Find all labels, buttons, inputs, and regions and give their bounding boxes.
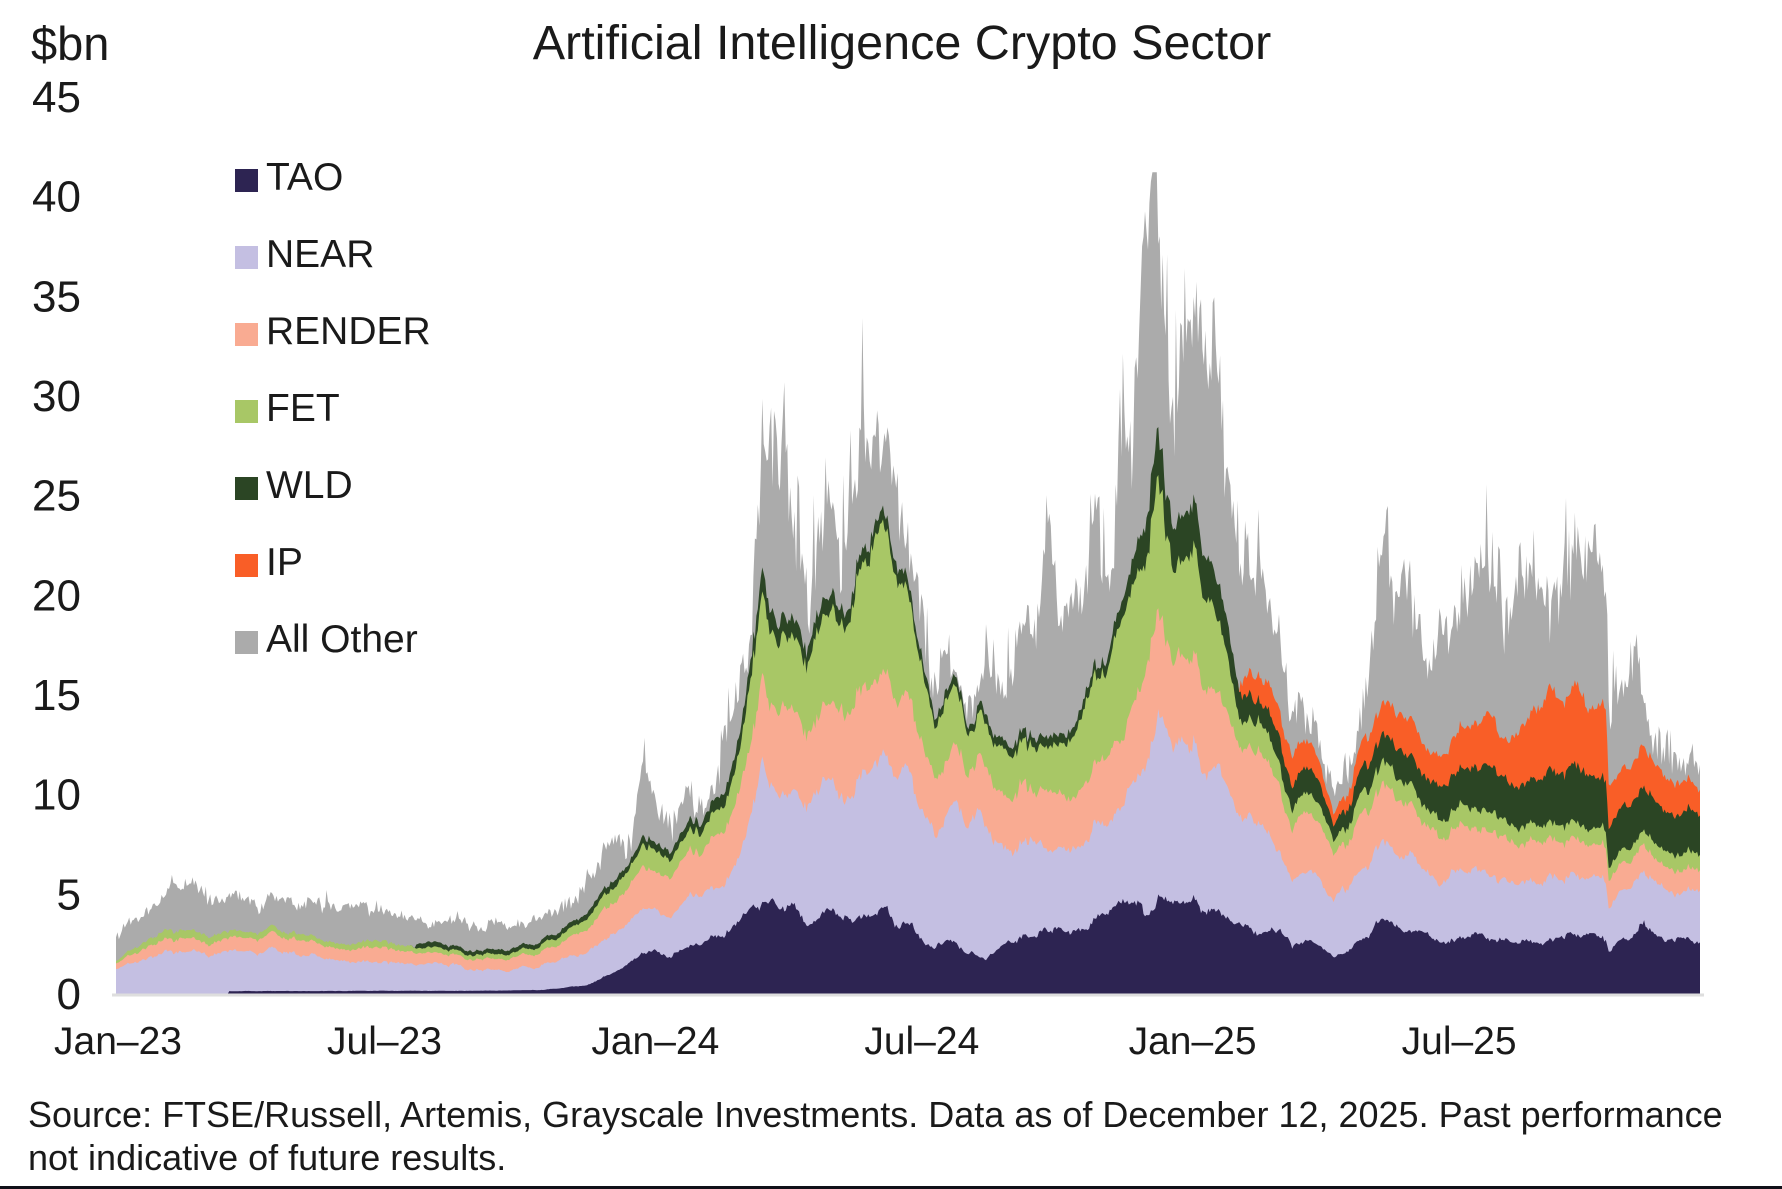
svg-text:WLD: WLD bbox=[266, 464, 353, 507]
svg-text:NEAR: NEAR bbox=[266, 233, 374, 276]
svg-text:45: 45 bbox=[32, 73, 81, 122]
svg-text:not indicative of future resul: not indicative of future results. bbox=[28, 1137, 506, 1178]
svg-text:Artificial Intelligence Crypto: Artificial Intelligence Crypto Sector bbox=[533, 16, 1272, 70]
svg-text:TAO: TAO bbox=[266, 156, 343, 199]
svg-text:25: 25 bbox=[32, 472, 81, 521]
svg-text:RENDER: RENDER bbox=[266, 310, 431, 353]
svg-text:FET: FET bbox=[266, 387, 340, 430]
svg-text:Jul–25: Jul–25 bbox=[1402, 1020, 1517, 1063]
svg-text:40: 40 bbox=[32, 173, 81, 222]
svg-text:Jul–24: Jul–24 bbox=[864, 1020, 979, 1063]
svg-text:15: 15 bbox=[32, 671, 81, 720]
svg-text:Jan–23: Jan–23 bbox=[54, 1020, 182, 1063]
svg-text:5: 5 bbox=[57, 870, 81, 919]
svg-text:IP: IP bbox=[266, 541, 303, 584]
svg-text:10: 10 bbox=[32, 771, 81, 820]
svg-text:Source: FTSE/Russell, Artemis,: Source: FTSE/Russell, Artemis, Grayscale… bbox=[28, 1094, 1723, 1135]
svg-text:Jul–23: Jul–23 bbox=[327, 1020, 442, 1063]
svg-text:All Other: All Other bbox=[266, 618, 418, 661]
svg-text:Jan–24: Jan–24 bbox=[591, 1020, 719, 1063]
svg-text:$bn: $bn bbox=[31, 17, 109, 70]
svg-text:0: 0 bbox=[57, 970, 81, 1019]
svg-text:20: 20 bbox=[32, 571, 81, 620]
svg-text:35: 35 bbox=[32, 272, 81, 321]
svg-text:Jan–25: Jan–25 bbox=[1129, 1020, 1257, 1063]
svg-text:30: 30 bbox=[32, 372, 81, 421]
